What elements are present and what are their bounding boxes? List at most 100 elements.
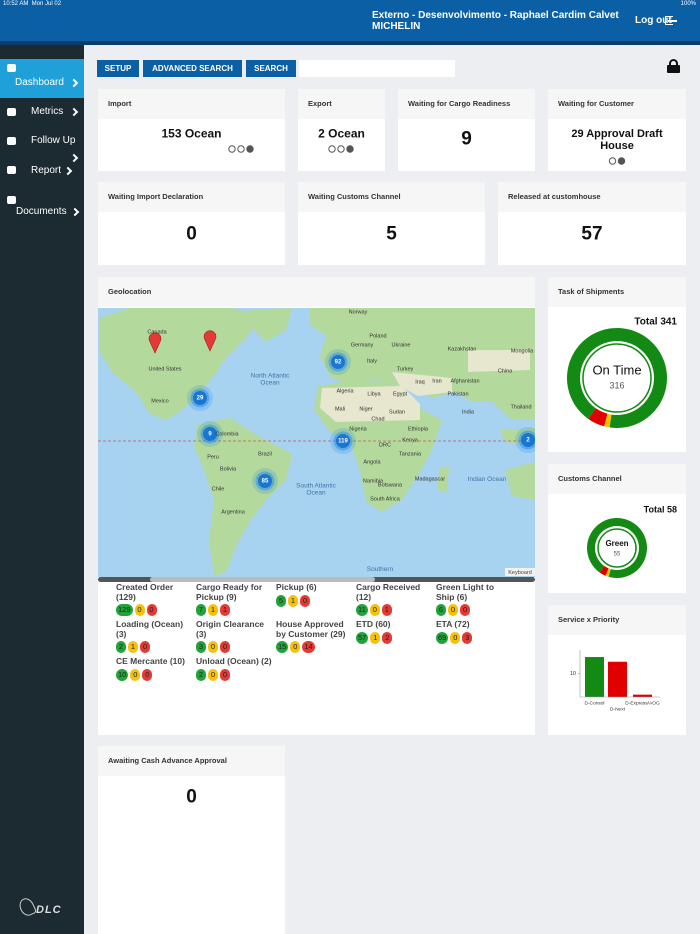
status-badge: 0 <box>220 641 230 653</box>
status-badge: 0 <box>134 604 145 616</box>
status-grid: Created Order (129) 129 0 0 Cargo Ready for … <box>116 582 536 681</box>
card-title: Export <box>308 99 332 108</box>
status-badge: 1 <box>370 631 381 644</box>
status-item: ETA (72) 69 0 3 <box>436 619 516 653</box>
map-label: Colombia <box>215 431 239 438</box>
status-battery: 100% <box>680 1 696 7</box>
sidebar-item[interactable]: Metrics <box>31 106 64 117</box>
map-label: Mongolia <box>510 348 534 355</box>
status-badge: 0 <box>290 641 301 653</box>
card: Task of Shipments <box>548 277 686 452</box>
map-label: Southern <box>366 565 394 573</box>
sidebar <box>0 45 84 934</box>
status-item: ETD (60) 57 1 2 <box>356 619 436 653</box>
card: Awaiting Cash Advance Approval 0 <box>98 746 285 934</box>
card-title: Geolocation <box>108 287 152 296</box>
card-value: 9 <box>461 128 472 150</box>
status-badge: 0 <box>208 641 218 653</box>
status-item: Loading (Ocean) (3) 2 1 0 <box>116 619 196 653</box>
top-bar <box>0 0 700 41</box>
map-label: Afghanistan <box>450 378 480 385</box>
search-input[interactable] <box>299 60 455 77</box>
status-badge: 5 <box>276 594 286 607</box>
status-name: Cargo Ready for Pickup (9) <box>196 582 263 602</box>
card: Customs Channel <box>548 464 686 593</box>
status-name: Cargo Received (12) <box>356 582 421 602</box>
sidebar-icon <box>7 137 16 145</box>
status-name: House Approved by Customer (29) <box>276 619 346 639</box>
card-header <box>298 89 385 119</box>
status-item: Pickup (6) 5 1 0 <box>276 582 356 616</box>
card-value: 2 Ocean <box>318 126 365 141</box>
status-badge: 0 <box>369 604 380 616</box>
sidebar-icon <box>7 196 16 204</box>
status-badge: 0 <box>220 668 230 681</box>
status-badge: 2 <box>382 631 393 644</box>
map-label: Libya <box>367 391 381 398</box>
status-item: Unload (Ocean) (2) 2 0 0 <box>196 656 276 681</box>
card-header <box>98 89 285 119</box>
status-name: Unload (Ocean) (2) <box>196 656 272 666</box>
status-item: Origin Clearance (3) 3 0 0 <box>196 619 276 653</box>
toolbar-button[interactable]: SETUP <box>97 60 139 77</box>
status-badges: 129 0 0 <box>116 604 196 616</box>
status-item: Created Order (129) 129 0 0 <box>116 582 196 616</box>
toolbar-button[interactable]: ADVANCED SEARCH <box>143 60 242 77</box>
card: Released at customhouse 57 <box>498 182 686 265</box>
map-label: United States <box>148 366 182 373</box>
sidebar-item[interactable]: Dashboard <box>15 77 64 88</box>
map-label: Niger <box>359 406 373 413</box>
status-badge: 14 <box>302 641 315 653</box>
user-name: Externo - Desenvolvimento - Raphael Card… <box>372 10 619 21</box>
map-label: South Africa <box>370 496 400 503</box>
card-header <box>498 182 686 212</box>
status-item: Green Light to Ship (6) 6 0 0 <box>436 582 516 616</box>
map-label: Italy <box>366 358 378 365</box>
map-label: Angola <box>363 459 381 466</box>
sidebar-item[interactable]: Follow Up <box>31 135 76 146</box>
status-name: Green Light to Ship (6) <box>436 582 495 602</box>
card-title: Waiting Import Declaration <box>108 192 204 201</box>
card-title: Awaiting Cash Advance Approval <box>108 756 227 765</box>
map-label: Poland <box>369 333 387 340</box>
map-label: Indian Ocean <box>467 475 507 483</box>
card-header <box>548 605 686 635</box>
map-label: Algeria <box>336 388 354 395</box>
map-label: Pakistan <box>447 391 469 398</box>
map-label: Botswana <box>377 482 403 489</box>
status-item: Cargo Ready for Pickup (9) 7 1 1 <box>196 582 276 616</box>
status-badge: 0 <box>448 604 458 616</box>
status-badge: 0 <box>460 604 470 616</box>
status-badge: 69 <box>436 631 449 644</box>
status-badge: 0 <box>146 604 157 616</box>
map-label: Brazil <box>258 451 272 458</box>
map-label: Canada <box>147 329 167 336</box>
status-time: 10:52 AM Mon Jul 02 <box>3 1 62 7</box>
map-label: Ethiopia <box>408 426 428 433</box>
toolbar-button[interactable]: SEARCH <box>246 60 296 77</box>
company-name: MICHELIN <box>372 21 421 32</box>
status-name: ETA (72) <box>436 619 470 629</box>
status-item: Cargo Received (12) 11 0 1 <box>356 582 436 616</box>
map-label: Tanzania <box>398 451 422 458</box>
status-badge: 3 <box>462 631 473 644</box>
sidebar-item[interactable]: Report <box>31 165 62 176</box>
status-badge: 0 <box>140 641 150 653</box>
sidebar-icon <box>7 64 16 72</box>
map-label: Iraq <box>415 379 425 386</box>
status-badges: 15 0 14 <box>276 641 356 653</box>
map-label: Ukraine <box>391 342 411 349</box>
card-header <box>98 277 535 307</box>
status-name: Origin Clearance (3) <box>196 619 265 639</box>
map-label: Mexico <box>151 398 169 405</box>
sidebar-item[interactable]: Documents <box>16 206 67 217</box>
map-label: Sudan <box>389 409 405 416</box>
logout-button[interactable]: Log out <box>635 15 672 26</box>
map-label: Thailand <box>510 404 532 411</box>
logout-icon <box>665 16 673 25</box>
status-badge: 11 <box>356 604 368 616</box>
status-item: CE Mercante (10) 10 0 0 <box>116 656 196 681</box>
